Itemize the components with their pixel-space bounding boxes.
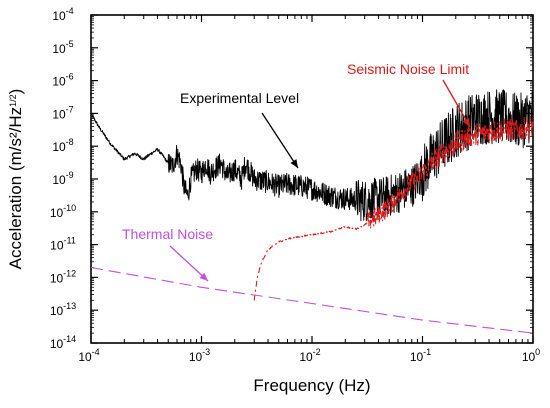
y-tick-label: 10-7 [52, 104, 73, 121]
y-axis-label: Acceleration (m/s²/Hz1/2) [6, 89, 25, 270]
annotation-arrow-line [442, 79, 471, 128]
y-tick-label: 10-5 [52, 39, 73, 56]
series-line [90, 266, 534, 334]
y-axis-label-close: ) [6, 89, 25, 95]
y-axis-label-exponent: 1/2 [8, 94, 18, 107]
x-tick-label: 10-4 [78, 347, 99, 364]
annotation-label: Seismic Noise Limit [347, 61, 469, 77]
series-layer [90, 89, 534, 334]
x-axis: 10-4 10-3 10-2 10-1 100 [78, 15, 540, 364]
x-tick-label: 100 [522, 347, 540, 364]
annotation-arrow-line [261, 112, 299, 169]
y-axis: 10-14 10-13 10-12 10-11 10-10 10-9 10-8 10-7 10-… [50, 6, 533, 351]
x-tick-label: 10-1 [410, 347, 431, 364]
y-tick-label: 10-6 [52, 72, 73, 89]
y-axis-label-main: Acceleration (m/s²/Hz [6, 107, 25, 269]
annotation-label: Thermal Noise [122, 226, 213, 242]
y-tick-label: 10-8 [52, 137, 73, 154]
y-tick-label: 10-12 [50, 268, 76, 285]
y-tick-label: 10-14 [50, 334, 76, 351]
y-tick-label: 10-4 [52, 6, 73, 23]
y-tick-label: 10-13 [50, 301, 76, 318]
y-tick-label: 10-11 [50, 236, 76, 253]
annotation-layer: Experimental Level Seismic Noise Limit The… [122, 61, 471, 282]
annotation-arrow-head [290, 159, 298, 168]
annotation-arrow-head [199, 272, 208, 281]
series-line [90, 89, 534, 222]
series-line [253, 116, 534, 301]
annotation-label: Experimental Level [180, 90, 299, 106]
x-tick-label: 10-3 [189, 347, 210, 364]
y-tick-label: 10-10 [50, 203, 76, 220]
annotation-arrow-head [462, 118, 470, 127]
x-axis-label: Frequency (Hz) [253, 376, 370, 395]
annotation-arrow-line [169, 245, 209, 282]
x-tick-label: 10-2 [299, 347, 320, 364]
y-tick-label: 10-9 [52, 170, 73, 187]
